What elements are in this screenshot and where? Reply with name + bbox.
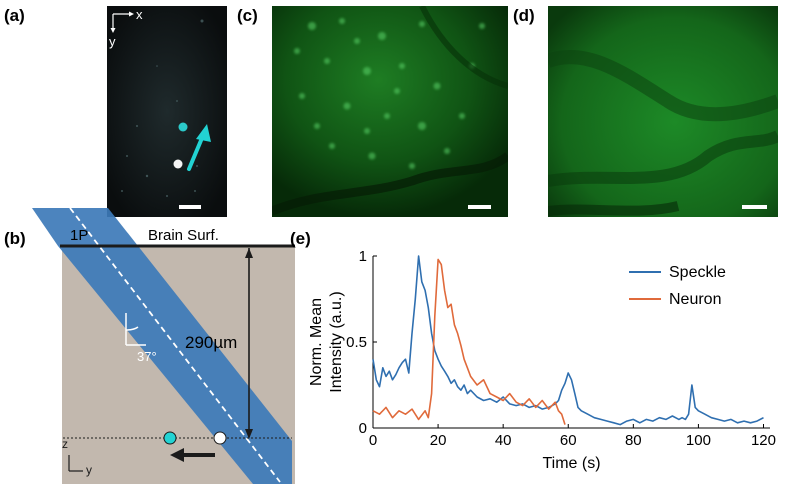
neuron-white-dot — [213, 431, 227, 445]
legend-label-neuron: Neuron — [669, 291, 721, 308]
panel-a-axis-x: x — [136, 7, 143, 22]
x-axis-label: Time (s) — [542, 455, 600, 472]
panel-c-micrograph — [272, 6, 508, 217]
neuron-white-blob — [173, 159, 183, 169]
x-tick-label: 40 — [495, 432, 512, 449]
x-tick-label: 60 — [560, 432, 577, 449]
x-tick-label: 0 — [369, 432, 377, 449]
y-axis-label: Intensity (a.u.) — [328, 291, 345, 392]
y-tick-label: 0 — [359, 420, 367, 437]
series-line-neuron — [372, 258, 566, 425]
neuron-cyan-blob — [178, 122, 188, 132]
excitation-beam — [32, 208, 292, 484]
panel-e-letter: (e) — [290, 229, 311, 248]
y-tick-label: 0.5 — [346, 334, 367, 351]
legend-label-speckle: Speckle — [669, 264, 726, 281]
panel-d-letter: (d) — [513, 6, 535, 25]
panel-c-letter: (c) — [237, 6, 258, 25]
panel-d-micrograph — [548, 6, 778, 217]
axis-y-label: y — [86, 463, 92, 477]
panel-b-schematic: 1P Brain Surf. 290µm 37° z y — [32, 208, 295, 484]
x-tick-label: 80 — [625, 432, 642, 449]
depth-label: 290µm — [185, 333, 237, 352]
panel-b-letter: (b) — [4, 229, 26, 248]
x-tick-label: 120 — [751, 432, 776, 449]
beam-label: 1P — [70, 227, 88, 244]
y-axis-label: Norm. Mean — [308, 298, 325, 386]
panel-a-letter: (a) — [4, 6, 25, 25]
series-line-speckle — [372, 255, 764, 426]
angle-label: 37° — [137, 349, 157, 364]
axis-z-label: z — [62, 437, 68, 451]
surface-label: Brain Surf. — [148, 227, 219, 244]
panel-a-micrograph: x y — [107, 6, 227, 217]
x-tick-label: 100 — [686, 432, 711, 449]
neuron-cyan-dot — [163, 431, 177, 445]
x-tick-label: 20 — [430, 432, 447, 449]
panel-a-axis-y: y — [109, 34, 116, 49]
y-tick-label: 1 — [359, 248, 367, 265]
